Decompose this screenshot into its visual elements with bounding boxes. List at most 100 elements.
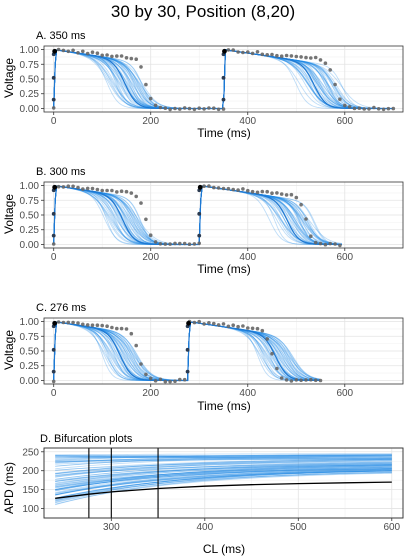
observed-point <box>100 53 104 58</box>
upstroke-point <box>185 347 190 352</box>
observed-point <box>71 320 75 325</box>
observed-point <box>207 106 211 110</box>
panel-a-title: A. 350 ms <box>36 30 86 42</box>
observed-point <box>279 376 284 380</box>
observed-point <box>347 105 352 109</box>
observed-point <box>279 192 284 196</box>
observed-point <box>173 379 177 384</box>
observed-point <box>76 185 80 190</box>
observed-point <box>299 202 303 207</box>
observed-point <box>115 190 119 194</box>
observed-point <box>289 192 294 197</box>
observed-point <box>318 378 323 383</box>
peak-point <box>222 48 227 54</box>
x-tick-label: 400 <box>239 116 256 127</box>
observed-point <box>265 337 270 341</box>
observed-point <box>309 234 313 238</box>
x-tick-label: 0 <box>51 116 57 127</box>
panel-d-title: D. Bifurcation plots <box>40 433 133 445</box>
observed-point <box>270 191 274 195</box>
observed-point <box>260 328 265 333</box>
x-tick-label: 400 <box>196 522 213 533</box>
observed-point <box>66 49 71 54</box>
observed-point <box>391 106 396 111</box>
observed-point <box>173 106 177 111</box>
observed-point <box>90 50 95 54</box>
observed-point <box>139 201 143 205</box>
observed-point <box>386 106 391 111</box>
panel-d-plot: 300 400 500 600 100 150 200 250 <box>22 447 404 533</box>
observed-point <box>178 107 182 111</box>
observed-point <box>241 324 245 328</box>
observed-point <box>313 55 318 60</box>
observed-point <box>153 103 158 108</box>
panel-b-xlabel: Time (ms) <box>197 262 251 276</box>
mean-trace <box>53 321 320 382</box>
observed-point <box>299 55 303 59</box>
observed-point <box>216 186 221 190</box>
observed-point <box>134 194 138 199</box>
panel-border <box>43 317 404 385</box>
observed-point <box>90 323 95 328</box>
observed-point <box>270 52 274 57</box>
observed-point <box>76 321 80 325</box>
observed-point <box>338 97 342 101</box>
panel-a-plot: 0 200 400 600 0.00 0.25 0.50 0.75 1.00 <box>20 45 404 127</box>
observed-point <box>56 184 61 189</box>
observed-point <box>255 50 260 54</box>
observed-point <box>51 242 56 246</box>
upstroke-point <box>221 97 226 102</box>
observed-point <box>250 326 255 331</box>
y-tick-label: 0.25 <box>20 89 40 100</box>
observed-point <box>197 241 201 246</box>
x-tick-label: 200 <box>142 252 159 263</box>
observed-point <box>119 189 124 193</box>
observed-point <box>304 217 308 221</box>
mean-trace <box>53 185 342 246</box>
observed-point <box>61 185 66 189</box>
observed-point <box>85 323 90 327</box>
observed-point <box>168 379 172 384</box>
observed-point <box>105 324 109 329</box>
observed-point <box>304 55 308 60</box>
observed-point <box>236 188 240 192</box>
peak-point <box>197 184 203 190</box>
upstroke-point <box>51 97 56 102</box>
observed-point <box>381 107 386 112</box>
observed-point <box>226 324 231 329</box>
figure-title: 30 by 30, Position (8,20) <box>111 2 295 21</box>
observed-point <box>255 190 260 195</box>
observed-point <box>246 50 250 54</box>
observed-point <box>231 187 235 192</box>
observed-point <box>163 242 168 246</box>
observed-point <box>51 379 56 384</box>
observed-point <box>357 106 362 110</box>
panel-c-plot: 0 200 400 600 0.00 0.25 0.50 0.75 1.00 <box>20 317 404 399</box>
upstroke-point <box>197 211 202 216</box>
observed-point <box>124 189 129 194</box>
y-tick-label: 1.00 <box>20 45 40 56</box>
y-tick-label: 0.50 <box>20 347 40 358</box>
x-tick-label: 300 <box>103 522 120 533</box>
x-tick-label: 600 <box>336 252 353 263</box>
y-tick-label: 250 <box>22 447 39 458</box>
observed-point <box>148 376 153 381</box>
observed-point <box>163 379 168 384</box>
observed-point <box>71 184 75 189</box>
y-tick-label: 100 <box>22 504 39 515</box>
observed-point <box>221 186 226 191</box>
panel-b-plot: 0 200 400 600 0.00 0.25 0.50 0.75 1.00 <box>20 181 404 263</box>
observed-point <box>221 107 226 111</box>
observed-points <box>51 184 342 248</box>
x-tick-label: 200 <box>142 388 159 399</box>
observed-point <box>76 51 80 55</box>
observed-point <box>144 82 148 87</box>
observed-point <box>66 184 71 188</box>
observed-point <box>148 233 153 237</box>
peak-point <box>186 320 191 326</box>
observed-point <box>279 54 284 58</box>
x-tick-label: 600 <box>336 388 353 399</box>
observed-point <box>202 184 206 188</box>
observed-point <box>241 187 245 191</box>
